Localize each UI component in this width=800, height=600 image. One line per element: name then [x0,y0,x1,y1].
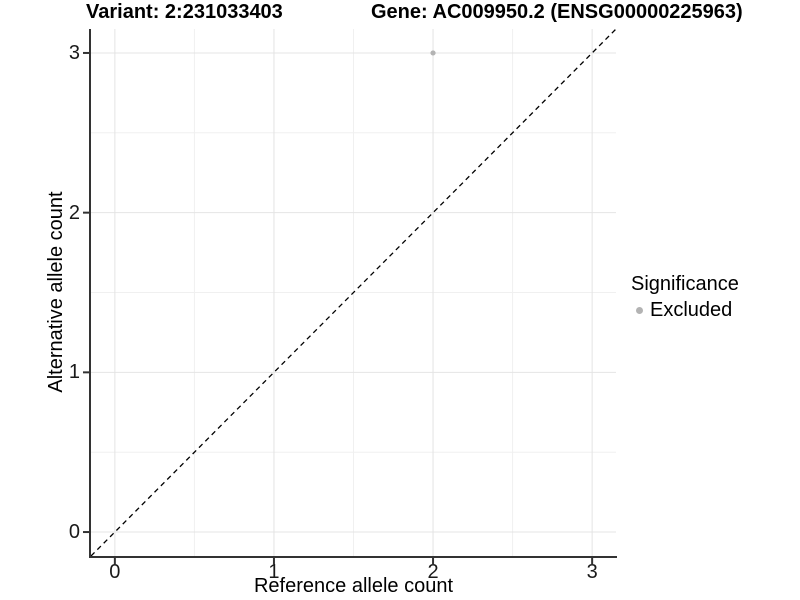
x-axis-title: Reference allele count [253,575,453,597]
y-axis-title: Alternative allele count [45,191,67,393]
plot-title-variant: Variant: 2:231033403 [86,1,283,23]
y-tick-label: 0 [68,521,80,544]
legend-entry-label: Excluded [650,299,733,321]
y-tick-label: 3 [68,41,80,64]
data-point [430,50,436,56]
identity-reference-line [90,28,617,557]
y-tick-label: 2 [68,201,80,224]
x-tick-label: 2 [427,561,439,583]
legend-point-icon [636,306,643,314]
x-tick-label: 0 [109,561,121,583]
x-tick-label: 1 [268,561,280,583]
legend-title: Significance [631,273,739,295]
legend: Significance Excluded [631,272,799,321]
legend-entry-excluded: Excluded [631,299,799,321]
plot-title-gene: Gene: AC009950.2 (ENSG00000225963) [371,1,743,23]
x-tick-label: 3 [586,561,598,583]
y-tick-label: 1 [68,361,80,384]
